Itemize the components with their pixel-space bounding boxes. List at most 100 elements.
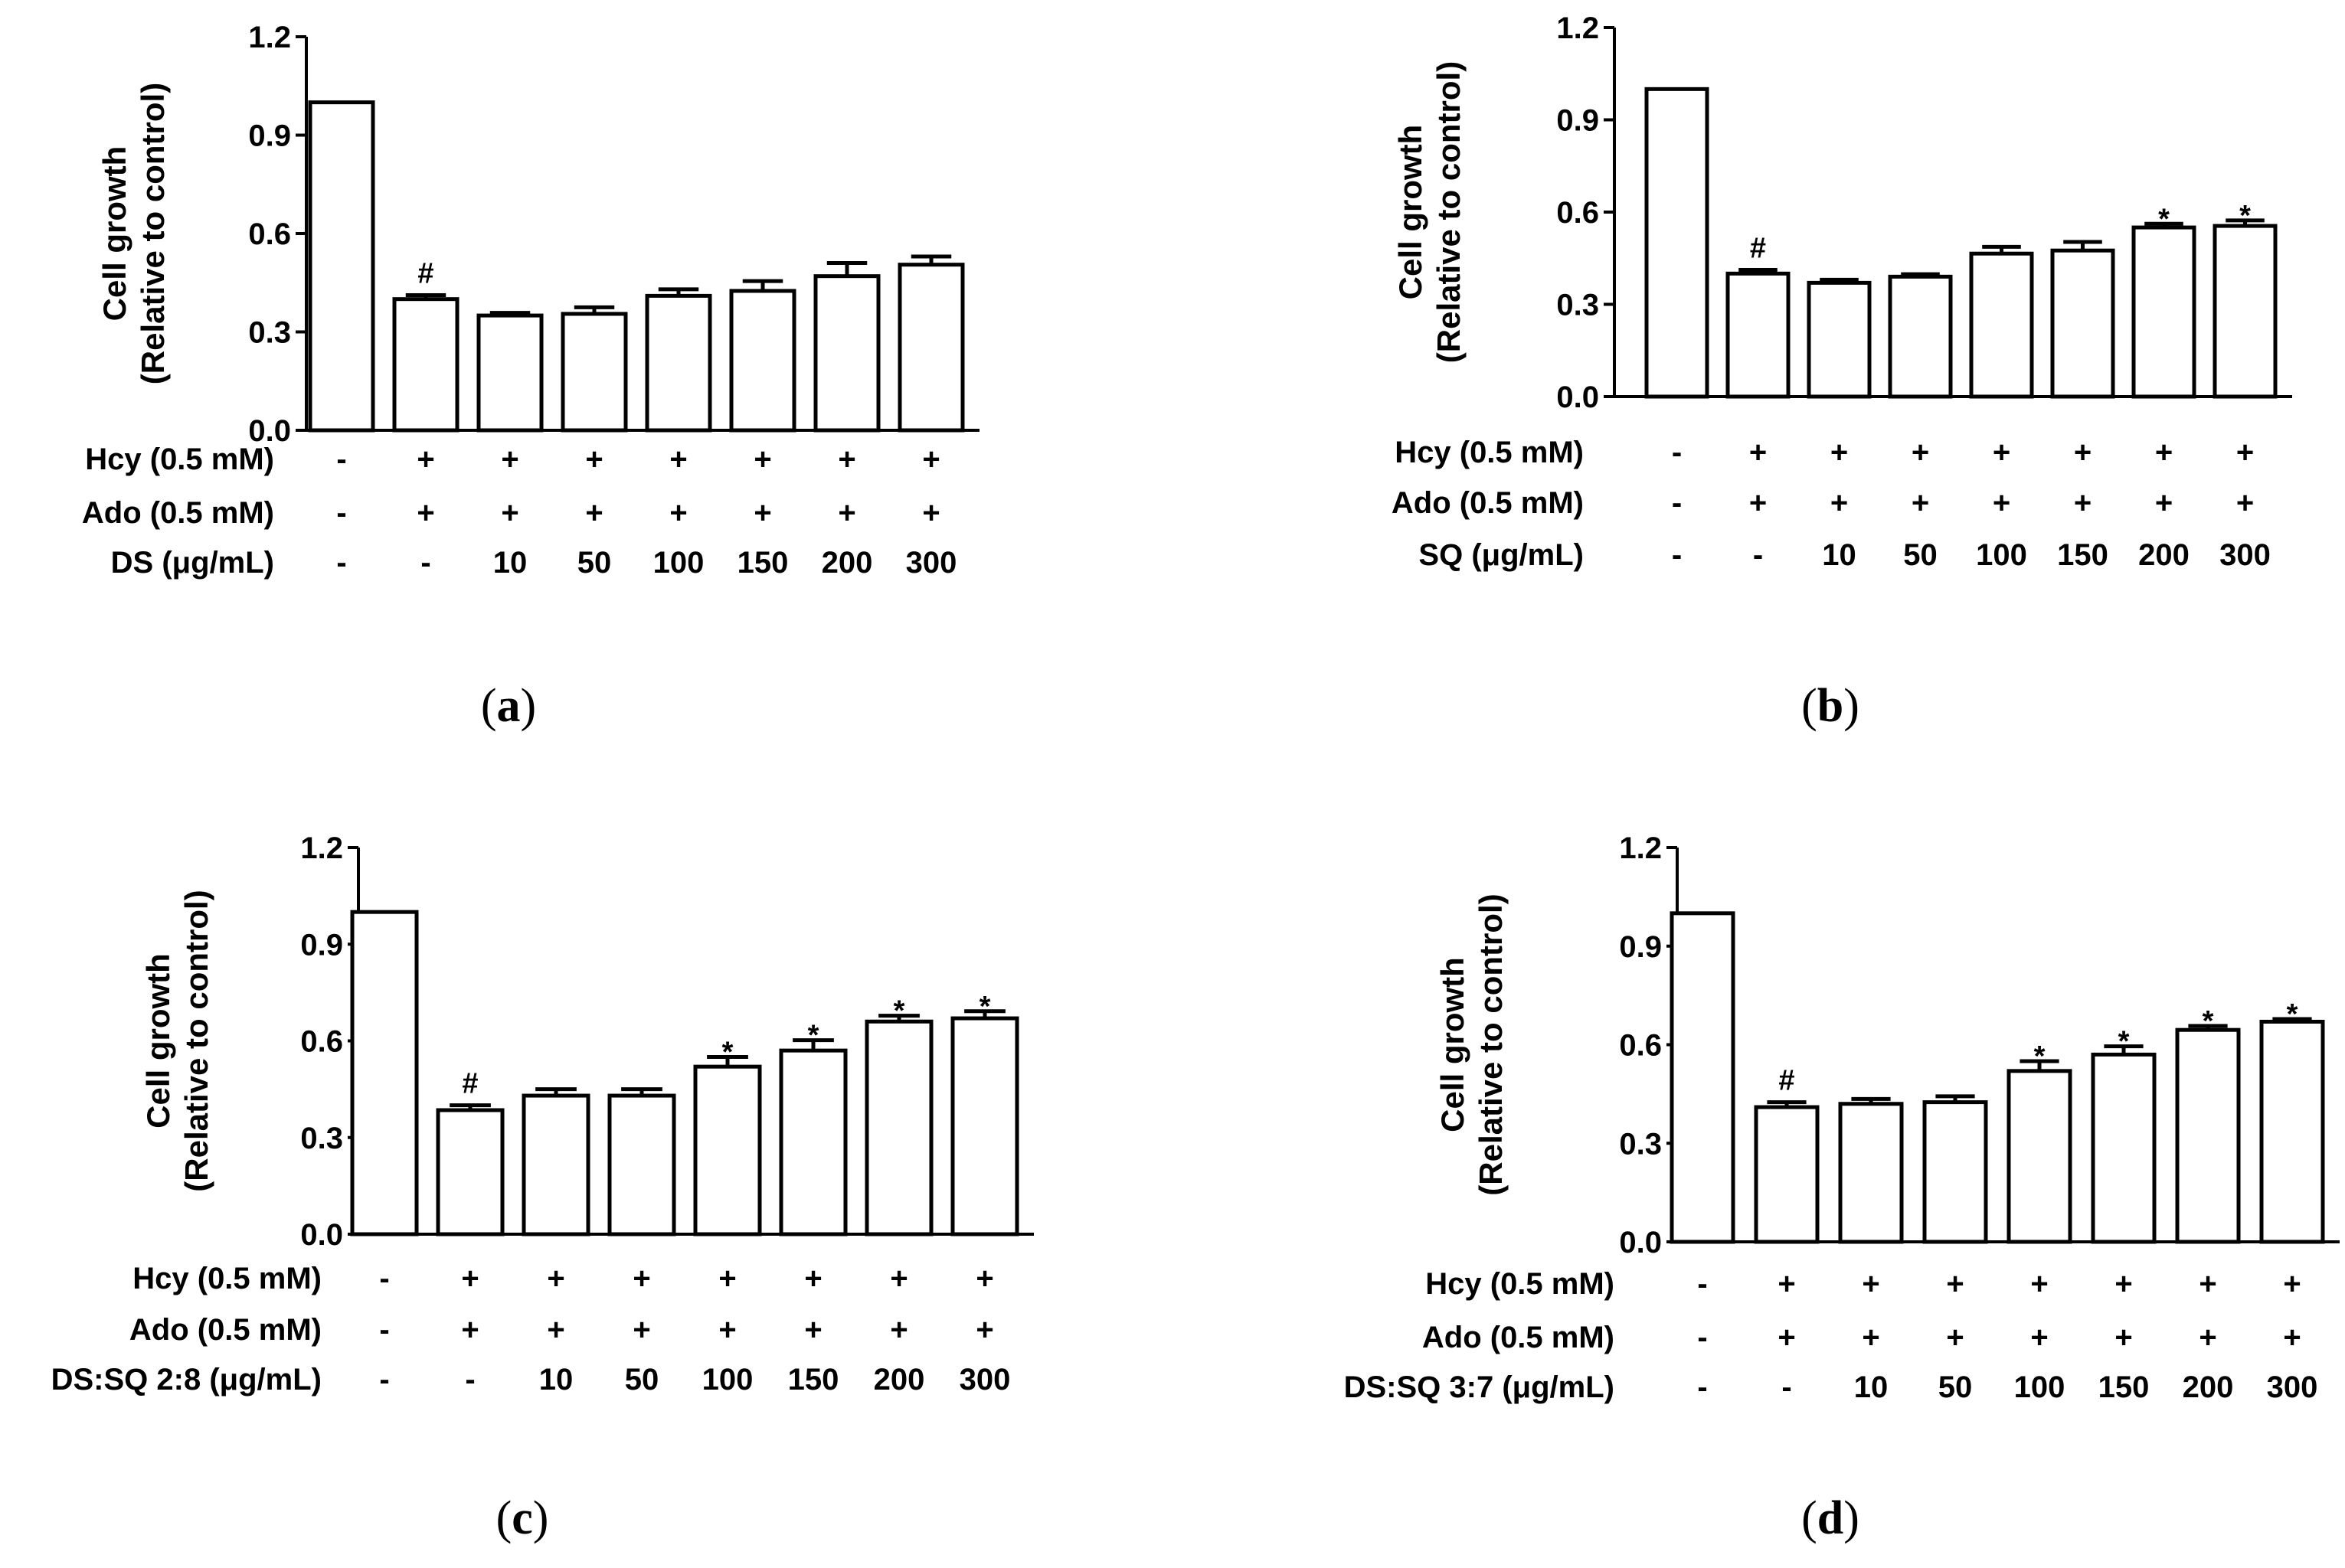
caption-part: (	[1801, 1492, 1817, 1544]
treatment-cell: -	[1781, 1370, 1791, 1404]
caption-part: )	[533, 1492, 549, 1544]
treatment-cell: +	[2283, 1267, 2301, 1301]
treatment-row-label: SQ (μg/mL)	[1418, 538, 1584, 572]
hash-annotation: #	[1750, 233, 1766, 265]
y-tick-label: 0.6	[300, 1025, 343, 1059]
treatment-row-label: Hcy (0.5 mM)	[1395, 436, 1584, 469]
treatment-cell: -	[1753, 538, 1763, 572]
caption-part: )	[1843, 680, 1859, 732]
significance-asterisk: *	[2203, 1005, 2214, 1037]
bar	[2050, 248, 2115, 399]
bar	[2006, 1069, 2072, 1244]
y-axis-label: (Relative to control)	[135, 83, 171, 384]
bar	[1670, 911, 1735, 1244]
treatment-cell: +	[2114, 1267, 2132, 1301]
treatment-cell: +	[838, 443, 855, 476]
bar	[2259, 1019, 2325, 1244]
treatment-cell: -	[420, 546, 430, 580]
y-axis-label: (Relative to control)	[1473, 893, 1509, 1195]
treatment-row-label: Hcy (0.5 mM)	[132, 1262, 322, 1295]
treatment-cell: +	[547, 1313, 564, 1347]
treatment-cell: +	[1912, 436, 1929, 469]
treatment-cell: +	[1778, 1321, 1795, 1354]
y-tick-label: 1.2	[248, 21, 291, 54]
y-tick-label: 0.0	[1556, 381, 1599, 414]
treatment-cell: +	[585, 443, 603, 476]
treatment-cell: +	[976, 1262, 993, 1295]
treatment-cell: +	[922, 496, 940, 530]
treatment-row-label: Ado (0.5 mM)	[129, 1313, 322, 1347]
treatment-cell: 200	[822, 546, 873, 580]
treatment-cell: 150	[738, 546, 789, 580]
treatment-cell: +	[461, 1313, 479, 1347]
treatment-cell: -	[1672, 538, 1682, 572]
caption-part: d	[1817, 1492, 1843, 1544]
treatment-cell: 150	[2098, 1370, 2150, 1404]
hash-annotation: #	[417, 258, 433, 290]
treatment-cell: 100	[2014, 1370, 2065, 1404]
treatment-cell: -	[336, 546, 346, 580]
panel-c: 0.0 0.3 0.6 0.9 1.2 Cell growth (Relative to c…	[51, 831, 1034, 1544]
y-tick-label: 0.9	[300, 928, 343, 962]
treatment-cell: 200	[2183, 1370, 2234, 1404]
treatment-cell: -	[379, 1363, 389, 1396]
treatment-row-label: DS (μg/mL)	[111, 546, 274, 580]
treatment-cell: 300	[960, 1363, 1011, 1396]
treatment-row-label: DS:SQ 2:8 (μg/mL)	[51, 1363, 322, 1396]
y-tick-label: 0.6	[248, 217, 291, 251]
treatment-cell: -	[1672, 486, 1682, 520]
significance-asterisk: *	[2287, 998, 2298, 1031]
treatment-cell: +	[2074, 486, 2092, 520]
bar	[2213, 224, 2278, 399]
treatment-cell: +	[804, 1313, 822, 1347]
y-tick-label: 0.0	[300, 1218, 343, 1252]
caption-part: a	[497, 680, 521, 732]
treatment-row-label: Ado (0.5 mM)	[82, 496, 274, 530]
panel-a: 0.0 0.3 0.6 0.9 1.2 Cell growth (Relative to c…	[82, 21, 980, 732]
treatment-cell: -	[465, 1363, 475, 1396]
treatment-cell: 50	[625, 1363, 659, 1396]
treatment-cell: +	[585, 496, 603, 530]
panel-caption: (d)	[1801, 1492, 1859, 1544]
treatment-cell: -	[1697, 1370, 1707, 1404]
bar	[476, 313, 544, 433]
treatment-cell: +	[417, 443, 434, 476]
y-tick-label: 0.3	[300, 1122, 343, 1155]
significance-asterisk: *	[722, 1037, 734, 1069]
treatment-cell: 10	[1822, 538, 1856, 572]
treatment-cell: -	[336, 496, 346, 530]
treatment-row-label: Hcy (0.5 mM)	[85, 443, 274, 476]
bar	[898, 263, 965, 433]
hash-annotation: #	[1778, 1065, 1794, 1097]
treatment-cell: 50	[1938, 1370, 1973, 1404]
y-tick-label: 0.9	[248, 119, 291, 153]
bar	[436, 1108, 505, 1236]
y-tick-label: 0.3	[1556, 289, 1599, 322]
panel-d: 0.0 0.3 0.6 0.9 1.2 Cell growth (Relative to c…	[1344, 831, 2340, 1544]
y-tick-label: 0.6	[1556, 196, 1599, 230]
treatment-cell: +	[1862, 1321, 1879, 1354]
significance-asterisk: *	[2239, 200, 2251, 232]
y-axis-label: Cell growth	[1434, 957, 1470, 1132]
treatment-cell: 100	[1976, 538, 2027, 572]
bar	[813, 274, 881, 433]
bar	[522, 1093, 590, 1236]
treatment-cell: +	[2199, 1321, 2216, 1354]
treatment-cell: +	[2030, 1267, 2048, 1301]
treatment-cell: +	[633, 1313, 650, 1347]
treatment-cell: +	[2236, 486, 2254, 520]
treatment-cell: +	[461, 1262, 479, 1295]
treatment-cell: +	[718, 1313, 736, 1347]
treatment-cell: +	[1946, 1321, 1964, 1354]
treatment-cell: +	[804, 1262, 822, 1295]
panel-caption: (b)	[1801, 680, 1859, 732]
treatment-cell: +	[2155, 486, 2173, 520]
bar	[950, 1016, 1019, 1236]
bar	[1807, 280, 1872, 399]
treatment-cell: 300	[2219, 538, 2271, 572]
significance-asterisk: *	[2034, 1040, 2046, 1073]
treatment-cell: +	[890, 1313, 908, 1347]
treatment-cell: +	[2114, 1321, 2132, 1354]
treatment-cell: 50	[1903, 538, 1938, 572]
y-tick-label: 1.2	[300, 831, 343, 865]
